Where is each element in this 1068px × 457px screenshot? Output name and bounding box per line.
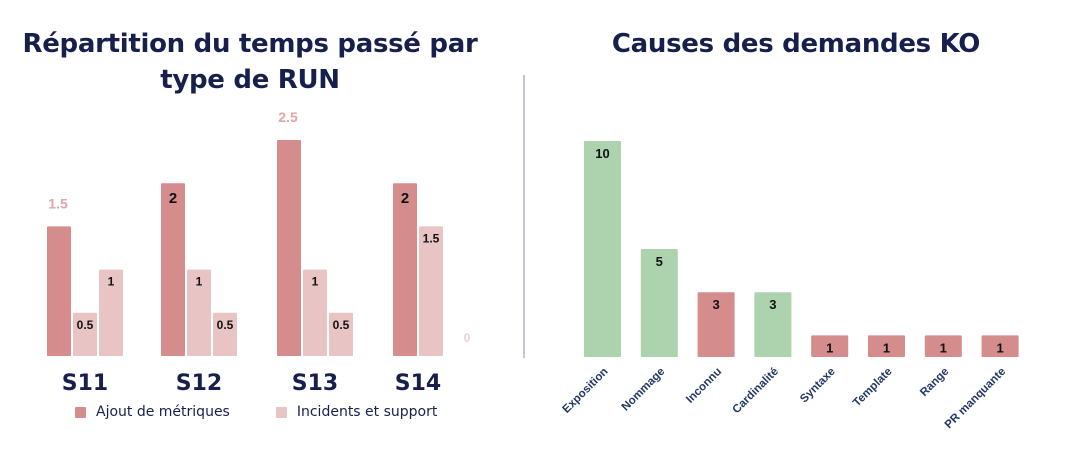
data-label-s11-series-2: 0.5 xyxy=(77,318,94,332)
bar-inconnu xyxy=(697,292,735,357)
bar-nommage xyxy=(640,249,678,357)
category-label-pr-manquante: PR manquante xyxy=(943,366,1008,431)
data-label-s13-series-2: 1 xyxy=(312,275,319,289)
data-label-s14-series-3: 0 xyxy=(464,331,471,345)
category-label-s14: S14 xyxy=(395,371,441,396)
data-label-s12-series-3: 0.5 xyxy=(217,318,234,332)
category-label-template: Template xyxy=(851,366,895,410)
data-label-s13-series-1: 2.5 xyxy=(278,109,298,125)
category-label-nommage: Nommage xyxy=(620,366,668,414)
data-label-range: 1 xyxy=(940,340,947,355)
chart-title-ko-causes: Causes des demandes KO xyxy=(611,29,981,59)
bar-cardinalit- xyxy=(754,292,792,357)
data-label-s13-series-3: 0.5 xyxy=(333,318,350,332)
data-label-s14-series-2: 1.5 xyxy=(423,231,440,245)
bar-s12-series-1 xyxy=(161,183,185,356)
category-label-s12: S12 xyxy=(176,371,222,396)
data-label-s12-series-2: 1 xyxy=(196,275,203,289)
category-label-s11: S11 xyxy=(62,371,108,396)
legend-label-incidents: Incidents et support xyxy=(296,404,438,420)
bar-s13-series-1 xyxy=(277,140,301,356)
bar-s12-series-2 xyxy=(187,269,211,356)
bar-s14-series-1 xyxy=(393,183,417,356)
bar-s12-series-3 xyxy=(213,312,237,356)
legend-item-ajout: Ajout de métriques xyxy=(75,404,230,420)
bar-exposition xyxy=(584,141,621,357)
bar-s11-series-1 xyxy=(47,226,71,356)
data-label-s11-series-1: 1.5 xyxy=(48,195,68,211)
chart-divider xyxy=(523,75,525,358)
category-label-cardinalit-: Cardinalité xyxy=(731,366,782,417)
category-label-s13: S13 xyxy=(292,371,338,396)
data-label-s14-series-1: 2 xyxy=(401,190,409,207)
chart-title-line-1: Répartition du temps passé par xyxy=(22,29,478,59)
bar-syntaxe xyxy=(811,335,849,357)
data-label-cardinalit-: 3 xyxy=(769,297,776,312)
bar-s11-series-2 xyxy=(73,312,97,356)
data-label-syntaxe: 1 xyxy=(826,340,833,355)
category-label-exposition: Exposition xyxy=(561,366,611,416)
legend-swatch-incidents xyxy=(275,406,287,418)
bar-s14-series-2 xyxy=(419,226,443,356)
data-label-s12-series-1: 2 xyxy=(169,190,177,207)
chart-title-line-2: type de RUN xyxy=(160,65,340,95)
bar-range xyxy=(924,335,962,357)
bar-s11-series-3 xyxy=(99,269,123,356)
category-label-inconnu: Inconnu xyxy=(684,366,724,406)
bar-s13-series-2 xyxy=(303,269,327,356)
bar-template xyxy=(868,335,905,357)
data-label-nommage: 5 xyxy=(656,254,663,269)
legend-label-ajout: Ajout de métriques xyxy=(96,404,230,420)
legend-item-incidents: Incidents et support xyxy=(275,404,438,420)
chart-legend: Ajout de métriques Incidents et support xyxy=(75,404,483,420)
chart-title-run-time: Répartition du temps passé par type de R… xyxy=(0,26,500,98)
data-label-s11-series-3: 1 xyxy=(108,275,115,289)
data-label-exposition: 10 xyxy=(595,146,609,161)
data-label-inconnu: 3 xyxy=(712,297,719,312)
data-label-pr-manquante: 1 xyxy=(996,340,1003,355)
bar-pr-manquante xyxy=(981,335,1019,357)
legend-swatch-ajout xyxy=(75,406,86,418)
bar-s13-series-3 xyxy=(329,312,353,356)
category-label-range: Range xyxy=(918,366,951,399)
category-label-syntaxe: Syntaxe xyxy=(798,366,838,406)
data-label-template: 1 xyxy=(883,340,890,355)
run-time-bar-chart: 1.5 0.5 1 S11 2 1 0.5 S12 2.5 1 0.5 S13 2 1.5 0 S14 xyxy=(47,109,471,396)
